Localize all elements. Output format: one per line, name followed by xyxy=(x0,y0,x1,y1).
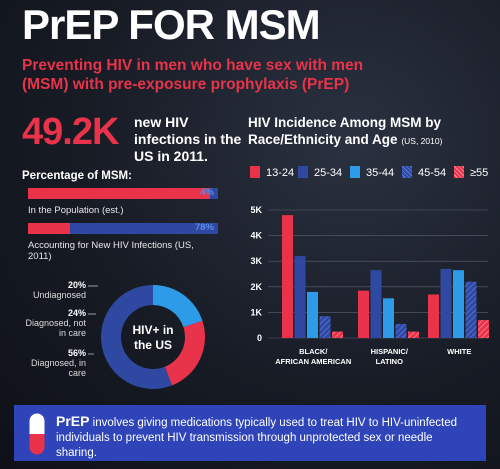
y-tick-label: 2K xyxy=(250,282,262,292)
infections-bar-value: 78% xyxy=(194,222,214,233)
population-bar-value: 4% xyxy=(200,187,214,198)
y-tick-label: 4K xyxy=(250,231,262,241)
donut-text-in-care: Diagnosed, in care xyxy=(30,358,86,378)
category-label: HISPANIC/ xyxy=(371,347,409,356)
footer-text: PrEP involves giving medications typical… xyxy=(56,414,476,461)
donut-label-in-care: 56% Diagnosed, in care xyxy=(18,348,86,378)
legend-label: 35-44 xyxy=(366,167,395,179)
donut-pct-not-in-care: 24% xyxy=(67,308,86,318)
donut-segment-in-care xyxy=(101,285,173,389)
infections-bar-label: Accounting for New HIV Infections (US, 2… xyxy=(28,240,194,262)
chart-title-note: (US, 2010) xyxy=(401,136,443,146)
legend-swatch xyxy=(298,166,308,178)
y-tick-label: 5K xyxy=(250,205,262,215)
bar-1-4 xyxy=(408,331,419,338)
legend-item-0: 13-24 xyxy=(250,166,294,179)
chart-title-text: HIV Incidence Among MSM by Race/Ethnicit… xyxy=(248,115,442,147)
category-label: LATINO xyxy=(376,357,404,366)
donut-pct-in-care: 56% xyxy=(67,348,86,358)
bar-1-2 xyxy=(383,298,394,338)
bar-2-2 xyxy=(453,270,464,338)
population-bar-label: In the Population (est.) xyxy=(28,205,124,216)
population-bar-fill xyxy=(28,188,211,199)
category-label: AFRICAN AMERICAN xyxy=(275,357,351,366)
population-bar: 4% In the Population (est.) xyxy=(28,187,218,216)
legend-swatch xyxy=(454,166,464,178)
chart-legend: 13-24 25-34 35-44 45-54 ≥55 xyxy=(250,166,490,182)
legend-label: 13-24 xyxy=(266,167,295,179)
bar-2-0 xyxy=(428,294,439,338)
chart-title: HIV Incidence Among MSM by Race/Ethnicit… xyxy=(248,114,478,150)
bar-1-3 xyxy=(395,323,407,338)
donut-segment-not-in-care xyxy=(164,320,205,386)
donut-label-undiagnosed: 20% Undiagnosed xyxy=(18,280,86,300)
infection-text: new HIV infections in the US in 2011. xyxy=(134,114,242,164)
footer-lead: PrEP xyxy=(56,413,90,429)
bar-0-3 xyxy=(319,316,331,338)
bar-0-1 xyxy=(294,256,306,338)
donut-center-line1: HIV+ in xyxy=(132,323,173,337)
y-tick-label: 3K xyxy=(250,256,262,266)
footer-banner xyxy=(14,405,486,461)
donut-segment-undiagnosed xyxy=(153,285,203,328)
legend-item-4: ≥55 xyxy=(454,166,488,179)
page-title: PrEP FOR MSM xyxy=(22,1,321,48)
bar-2-3 xyxy=(465,281,477,338)
bar-0-4 xyxy=(332,331,343,338)
bar-chart: 0 1K 2K 3K 4K 5K BLACK/AFRICAN AMERICAN HISPANI… xyxy=(250,205,489,366)
donut-chart: HIV+ in the US xyxy=(88,285,205,389)
donut-connectors xyxy=(88,285,98,355)
bar-1-1 xyxy=(370,270,382,338)
legend-label: ≥55 xyxy=(470,167,489,179)
category-label: WHITE xyxy=(447,347,471,356)
donut-text-not-in-care: Diagnosed, not in care xyxy=(25,318,86,338)
y-tick-label: 1K xyxy=(250,307,262,317)
donut-center-line2: the US xyxy=(134,338,172,352)
footer-body: involves giving medications typically us… xyxy=(56,417,458,459)
legend-swatch xyxy=(402,166,412,178)
percentage-title: Percentage of MSM: xyxy=(22,170,132,182)
legend-item-1: 25-34 xyxy=(298,166,342,179)
bar-1-0 xyxy=(358,290,369,338)
donut-text-undiagnosed: Undiagnosed xyxy=(32,290,86,300)
donut-pct-undiagnosed: 20% xyxy=(67,280,86,290)
pill-icon xyxy=(28,412,46,456)
category-label: BLACK/ xyxy=(299,347,328,356)
bar-2-1 xyxy=(440,268,452,338)
infections-bar-fill xyxy=(28,223,70,234)
donut-label-not-in-care: 24% Diagnosed, not in care xyxy=(18,308,86,338)
legend-label: 45-54 xyxy=(418,167,447,179)
legend-swatch xyxy=(250,166,260,178)
legend-swatch xyxy=(350,166,360,178)
bar-2-4 xyxy=(478,320,489,338)
infection-count: 49.2K xyxy=(22,111,119,153)
bar-0-0 xyxy=(282,215,293,338)
legend-item-3: 45-54 xyxy=(402,166,446,179)
infections-bar: 78% Accounting for New HIV Infections (U… xyxy=(28,222,218,262)
legend-item-2: 35-44 xyxy=(350,166,394,179)
page-subtitle: Preventing HIV in men who have sex with … xyxy=(22,57,364,93)
y-tick-label: 0 xyxy=(257,333,262,343)
bar-0-2 xyxy=(307,291,318,338)
legend-label: 25-34 xyxy=(314,167,343,179)
